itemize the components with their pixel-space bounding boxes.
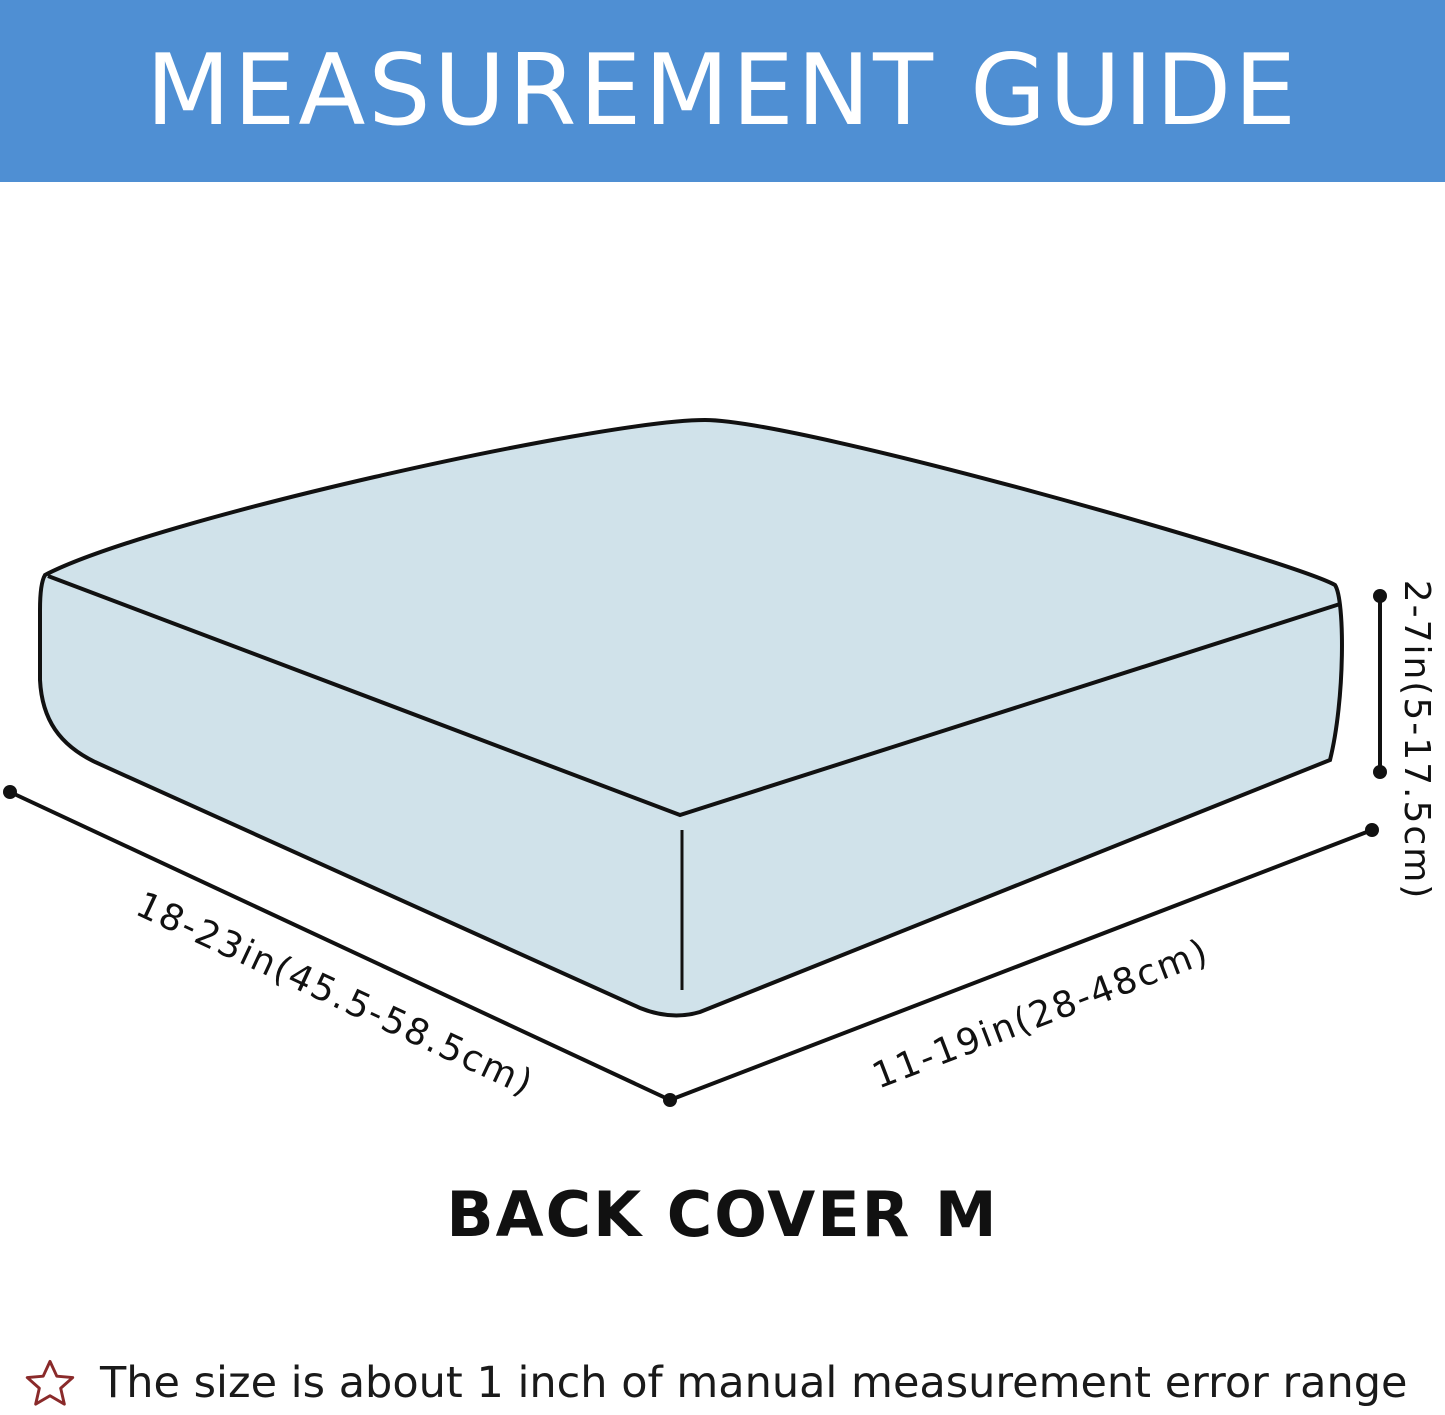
model-name: BACK COVER M	[446, 1178, 999, 1251]
star-outline-icon	[25, 1359, 75, 1406]
height-dimension	[1373, 589, 1387, 779]
top-face-edge	[47, 574, 1341, 818]
page-title: MEASUREMENT GUIDE	[145, 34, 1300, 148]
width-dimension	[669, 823, 1379, 1102]
cushion-outline	[38, 417, 1344, 1018]
footer-note: The size is about 1 inch of manual measu…	[22, 1358, 1408, 1408]
footer-note-text: The size is about 1 inch of manual measu…	[100, 1358, 1408, 1408]
height-label: 2-7in(5-17.5cm)	[1396, 580, 1437, 901]
title-banner: MEASUREMENT GUIDE	[0, 0, 1445, 182]
